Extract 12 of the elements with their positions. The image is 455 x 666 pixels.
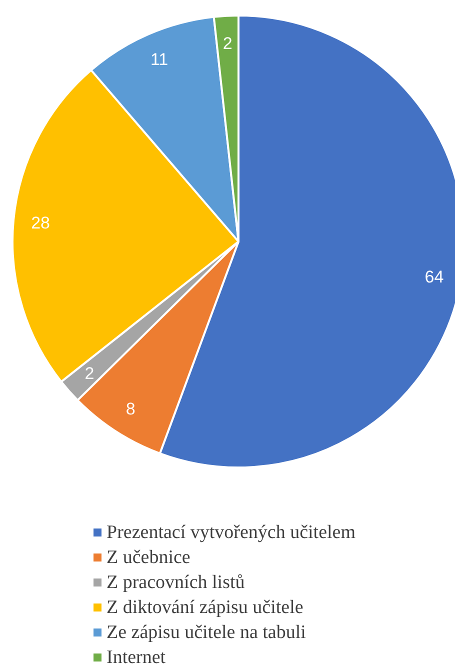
data-label: 8	[126, 400, 136, 419]
legend-label: Prezentací vytvořených učitelem	[106, 522, 356, 543]
legend-label: Ze zápisu učitele na tabuli	[106, 622, 306, 643]
data-label: 2	[222, 34, 232, 53]
legend-label: Z učebnice	[106, 547, 190, 568]
legend-label: Z pracovních listů	[106, 572, 246, 593]
data-label: 64	[424, 268, 444, 287]
data-label: 28	[31, 214, 50, 233]
data-label: 11	[150, 50, 168, 70]
data-label: 2	[84, 364, 94, 384]
legend-label: Internet	[106, 647, 166, 666]
legend-label: Z diktování zápisu učitele	[106, 597, 304, 618]
